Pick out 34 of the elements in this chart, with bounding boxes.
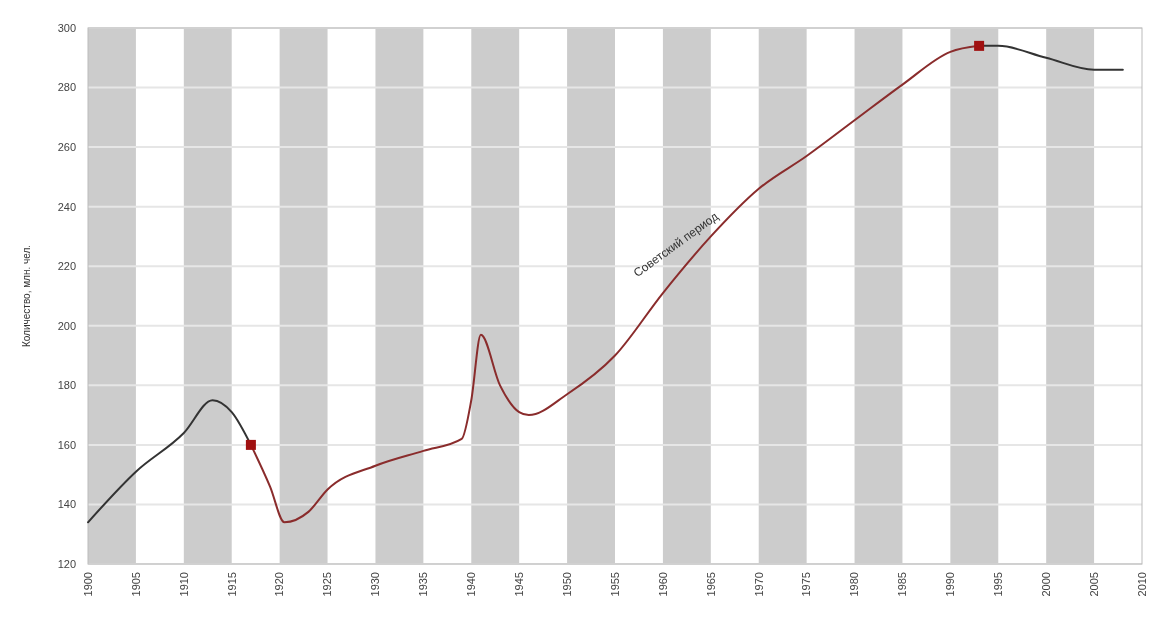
y-tick-label: 160 (57, 438, 76, 451)
x-tick-label: 1980 (848, 572, 861, 597)
y-tick-label: 300 (57, 21, 76, 34)
x-tick-label: 1975 (800, 572, 813, 597)
x-tick-label: 1930 (369, 572, 382, 597)
x-tick-label: 1940 (465, 572, 478, 597)
y-tick-label: 240 (57, 200, 76, 213)
x-tick-label: 1955 (608, 572, 621, 597)
x-tick-label: 1950 (560, 572, 573, 597)
x-tick-label: 1915 (225, 572, 238, 597)
x-tick-label: 2005 (1087, 572, 1100, 597)
x-tick-label: 1960 (656, 572, 669, 597)
x-tick-label: 1900 (81, 572, 94, 597)
x-tick-label: 1920 (273, 572, 286, 597)
x-tick-label: 1945 (513, 572, 526, 597)
x-tick-label: 1925 (321, 572, 334, 597)
x-tick-label: 2010 (1135, 572, 1148, 597)
y-tick-label: 120 (57, 557, 76, 570)
x-tick-label: 1905 (129, 572, 142, 597)
y-tick-label: 140 (57, 498, 76, 511)
y-tick-label: 220 (57, 260, 76, 273)
y-tick-label: 180 (57, 379, 76, 392)
x-tick-label: 1995 (992, 572, 1005, 597)
y-tick-label: 200 (57, 319, 76, 332)
x-tick-label: 1965 (704, 572, 717, 597)
y-axis-title: Количество, млн. чел. (21, 244, 32, 348)
y-tick-label: 280 (57, 81, 76, 94)
x-tick-label: 1935 (417, 572, 430, 597)
x-tick-label: 1990 (944, 572, 957, 597)
x-tick-label: 2000 (1040, 572, 1053, 597)
x-tick-label: 1985 (896, 572, 909, 597)
y-tick-label: 260 (57, 140, 76, 153)
x-tick-label: 1970 (752, 572, 765, 597)
x-tick-label: 1910 (177, 572, 190, 597)
